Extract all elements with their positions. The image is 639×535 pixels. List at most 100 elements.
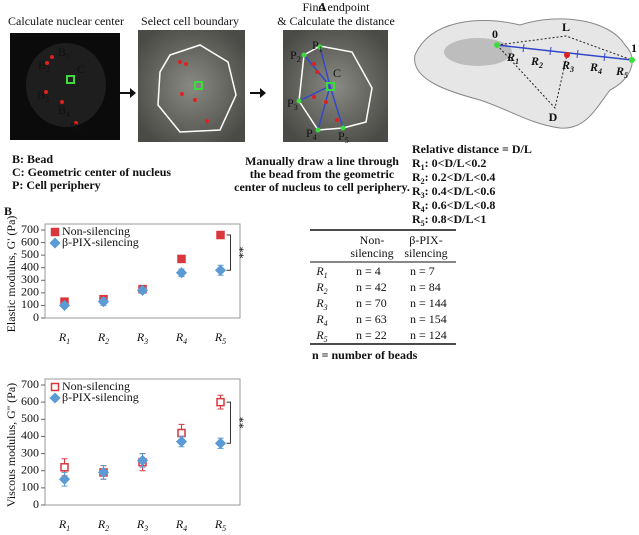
table-header: Non- [360, 233, 385, 247]
table-cell: n = 70 [356, 296, 387, 310]
marker [50, 382, 60, 392]
significance-bracket [226, 401, 231, 444]
table-cell: n = 144 [410, 296, 447, 310]
y-tick-label: 100 [21, 480, 39, 494]
bead-dots [44, 55, 339, 125]
y-tick-label: 300 [21, 445, 39, 459]
relative-distance: R2: 0.2<D/L<0.4 [412, 170, 495, 187]
legend-label: Non-silencing [62, 224, 130, 238]
table-footer: n = number of beads [312, 348, 418, 362]
table-cell: R2 [315, 280, 327, 297]
marker [58, 299, 71, 311]
table-cell: n = 42 [356, 280, 387, 294]
relative-distance: R5: 0.8<D/L<1 [412, 212, 486, 229]
marker [214, 437, 227, 449]
relative-distance: Relative distance = D/L [412, 142, 532, 156]
end-point [629, 57, 635, 63]
table-cell: R3 [315, 296, 327, 313]
x-tick-label: R4 [175, 330, 187, 347]
relative-distance: R4: 0.6<D/L<0.8 [412, 198, 495, 215]
nucleus-center [66, 75, 335, 91]
x-tick-label: R3 [136, 330, 148, 347]
boundary-label: P3 [287, 96, 298, 113]
table-cell: n = 22 [356, 328, 387, 342]
triangle-lines [496, 35, 633, 110]
y-tick-label: 0 [33, 497, 39, 511]
y-axis-label: Elastic modulus, G' (Pa) [4, 216, 18, 333]
bead-label: C [77, 62, 85, 76]
y-axis-label: Viscous modulus, G'' (Pa) [4, 383, 18, 507]
marker [97, 466, 110, 478]
table-cell: R4 [315, 312, 327, 329]
x-tick-label: R5 [214, 517, 226, 534]
marker [58, 473, 71, 485]
diagram-label: L [562, 20, 570, 34]
panel-label: A [318, 0, 327, 14]
y-tick-label: 300 [21, 272, 39, 286]
y-tick-label: 600 [21, 234, 39, 248]
segment-ticks [522, 43, 606, 62]
table-header: silencing [404, 246, 447, 260]
marker [175, 267, 188, 279]
y-tick-label: 500 [21, 411, 39, 425]
marker [216, 397, 225, 407]
instruction-line: Manually draw a line through [245, 154, 399, 168]
key-line: B: Bead [12, 152, 53, 166]
step-title: Select cell boundary [141, 14, 239, 28]
boundary-label: P4 [306, 126, 317, 143]
marker [216, 230, 225, 240]
table-cell: n = 7 [410, 264, 435, 278]
distance-line [496, 44, 633, 61]
x-tick-label: R1 [58, 330, 70, 347]
x-tick-label: R2 [97, 330, 109, 347]
distance-lines [298, 46, 344, 131]
distance-image [283, 30, 388, 142]
y-tick-label: 0 [33, 310, 39, 324]
significance-mark: ** [233, 247, 247, 259]
plot-frame [44, 378, 241, 506]
key-line: P: Cell periphery [12, 178, 101, 192]
table-cell: n = 63 [356, 312, 387, 326]
marker [50, 227, 60, 237]
legend-label: β-PIX-silencing [62, 235, 139, 249]
plot-frame [44, 223, 241, 319]
diagram-label: D [549, 110, 558, 124]
y-tick-label: 700 [21, 222, 39, 236]
table-cell: R1 [315, 264, 327, 281]
nucleus [444, 38, 512, 66]
instruction-line: the bead from the geometric [250, 167, 395, 181]
x-tick-label: R1 [58, 517, 70, 534]
boundary-label: P5 [338, 129, 349, 146]
marker [136, 454, 149, 466]
marker [177, 428, 186, 438]
boundary-label: P1 [312, 38, 323, 55]
y-tick-label: 400 [21, 428, 39, 442]
marker [97, 296, 110, 308]
x-tick-label: R2 [97, 517, 109, 534]
marker [214, 264, 227, 276]
legend-label: β-PIX-silencing [62, 390, 139, 404]
step-title: Calculate nuclear center [8, 14, 124, 28]
x-tick-label: R3 [136, 517, 148, 534]
table-header: silencing [350, 246, 393, 260]
step-title: Find endpoint [302, 0, 370, 14]
origin-point [494, 42, 500, 48]
arrows [120, 88, 266, 98]
y-tick-label: 200 [21, 462, 39, 476]
key-line: C: Geometric center of nucleus [12, 165, 171, 179]
y-tick-label: 500 [21, 247, 39, 261]
marker [60, 463, 69, 472]
y-tick-label: 600 [21, 394, 39, 408]
marker [175, 436, 188, 448]
boundary-image [138, 30, 245, 142]
marker [177, 254, 186, 264]
marker [49, 392, 61, 404]
table-cell: R5 [315, 328, 327, 345]
marker [49, 237, 61, 249]
relative-distance: R3: 0.4<D/L<0.6 [412, 184, 495, 201]
table-cell: n = 124 [410, 328, 447, 342]
table-header: β-PIX- [409, 233, 442, 247]
y-tick-label: 400 [21, 259, 39, 273]
y-tick-label: 700 [21, 377, 39, 391]
